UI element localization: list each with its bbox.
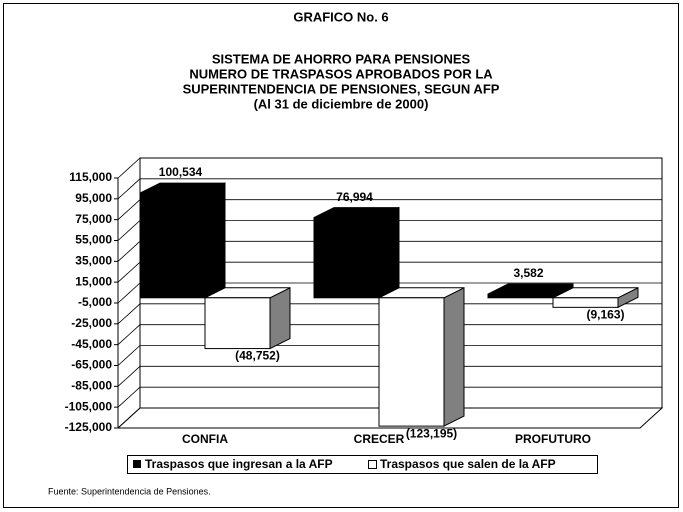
chart-subtitle: NUMERO DE TRASPASOS APROBADOS POR LA bbox=[189, 66, 493, 81]
x-tick-label: PROFUTURO bbox=[515, 432, 591, 446]
chart-subtitle: SISTEMA DE AHORRO PARA PENSIONES bbox=[212, 51, 471, 66]
grid-line bbox=[117, 345, 662, 366]
x-tick-label: CONFIA bbox=[182, 432, 228, 446]
data-label: 100,534 bbox=[159, 165, 203, 179]
legend bbox=[127, 455, 598, 474]
y-tick-label: 35,000 bbox=[75, 254, 112, 268]
y-tick-label: -125,000 bbox=[65, 420, 113, 434]
grid-line bbox=[117, 386, 662, 408]
bar-side bbox=[378, 206, 400, 299]
bar bbox=[378, 297, 445, 427]
data-label: (48,752) bbox=[235, 349, 280, 363]
legend-label: Traspasos que ingresan a la AFP bbox=[145, 457, 333, 471]
y-tick-label: -65,000 bbox=[71, 358, 112, 372]
y-tick-label: 15,000 bbox=[75, 274, 112, 288]
data-label: (123,195) bbox=[406, 426, 457, 440]
y-tick-label: 95,000 bbox=[75, 191, 112, 205]
bar-side bbox=[443, 286, 465, 427]
bar-side bbox=[269, 286, 291, 350]
y-tick-label: -45,000 bbox=[71, 337, 112, 351]
y-tick-label: 75,000 bbox=[75, 212, 112, 226]
grid-line bbox=[117, 178, 662, 200]
bar bbox=[552, 297, 619, 308]
y-tick-label: -85,000 bbox=[71, 379, 112, 393]
chart-title: GRAFICO No. 6 bbox=[293, 9, 388, 24]
bar bbox=[139, 192, 206, 299]
data-label: 3,582 bbox=[513, 266, 543, 280]
grid-line bbox=[117, 157, 662, 179]
legend-swatch bbox=[133, 460, 141, 468]
chart-subtitle: SUPERINTENDENCIA DE PENSIONES, SEGUN AFP bbox=[183, 81, 500, 96]
grid-line bbox=[117, 365, 662, 387]
legend-label: Traspasos que salen de la AFP bbox=[380, 457, 556, 471]
y-tick-label: 115,000 bbox=[69, 170, 112, 184]
grid-line bbox=[117, 407, 662, 429]
y-tick-label: 55,000 bbox=[75, 233, 112, 247]
y-tick-label: -105,000 bbox=[65, 399, 113, 413]
bar-side bbox=[204, 182, 226, 299]
bar bbox=[313, 217, 380, 299]
grid-line bbox=[117, 303, 662, 325]
legend-swatch bbox=[368, 460, 377, 469]
source: Fuente: Superintendencia de Pensiones. bbox=[48, 486, 211, 496]
data-label: (9,163) bbox=[586, 308, 624, 322]
bar bbox=[487, 293, 554, 299]
data-label: 76,994 bbox=[336, 190, 373, 204]
y-tick-label: -25,000 bbox=[71, 316, 112, 330]
x-tick-label: CRECER bbox=[354, 432, 405, 446]
y-tick-label: -5,000 bbox=[78, 295, 112, 309]
chart-subtitle: (Al 31 de diciembre de 2000) bbox=[254, 96, 429, 111]
bar bbox=[204, 297, 271, 350]
grid-line bbox=[117, 324, 662, 345]
